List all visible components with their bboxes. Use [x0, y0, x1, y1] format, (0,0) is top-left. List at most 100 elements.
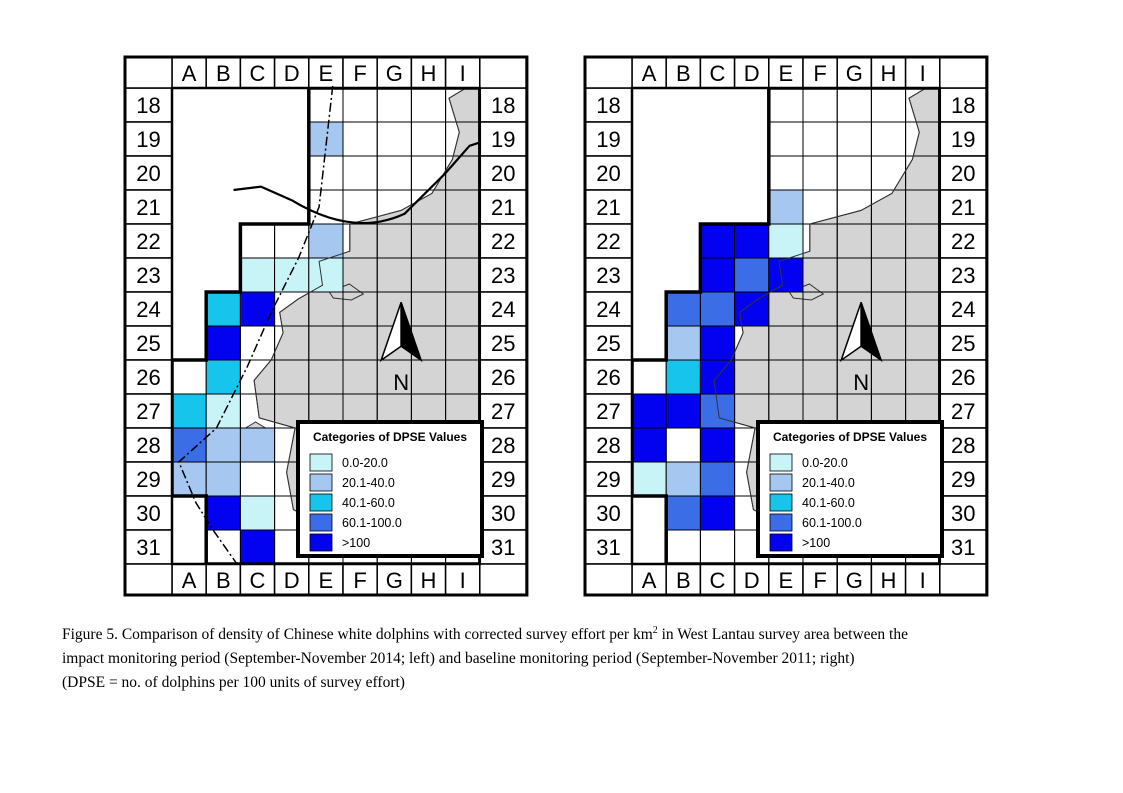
- row-label-right-31: 31: [951, 535, 975, 560]
- col-label-top-g: G: [386, 61, 403, 86]
- grid-cell-b-25: [205, 325, 241, 361]
- row-label-right-28: 28: [951, 433, 975, 458]
- row-label-left-31: 31: [136, 535, 160, 560]
- row-label-cell-right: [939, 155, 988, 191]
- row-label-left-18: 18: [596, 93, 620, 118]
- row-label-cell-right: [939, 87, 988, 123]
- row-label-right-23: 23: [491, 263, 515, 288]
- grid-cell-d-23: [734, 257, 770, 293]
- row-label-left-28: 28: [136, 433, 160, 458]
- row-label-right-30: 30: [951, 501, 975, 526]
- row-label-left-30: 30: [596, 501, 620, 526]
- col-label-bottom-b: B: [676, 568, 691, 593]
- row-label-cell-left: [584, 427, 633, 463]
- col-label-bottom-g: G: [386, 568, 403, 593]
- grid-cell-e-22: [768, 223, 804, 259]
- grid-cell-b-29: [205, 461, 241, 497]
- row-label-right-21: 21: [951, 195, 975, 220]
- col-label-bottom-h: H: [881, 568, 897, 593]
- grid-cell-b-30: [205, 495, 241, 531]
- col-label-top-e: E: [319, 61, 334, 86]
- row-label-right-21: 21: [491, 195, 515, 220]
- col-header-cell: [904, 56, 941, 89]
- legend-label: >100: [802, 536, 830, 550]
- legend-label: 0.0-20.0: [342, 456, 388, 470]
- col-footer-cell: [171, 563, 207, 596]
- legend-swatch: [309, 533, 333, 552]
- corner-cell: [584, 56, 633, 89]
- grid-cell-b-27: [205, 393, 241, 429]
- row-label-right-27: 27: [491, 399, 515, 424]
- legend-swatch: [309, 513, 333, 532]
- corner-cell: [939, 56, 988, 89]
- row-label-left-20: 20: [136, 161, 160, 186]
- legend-swatch: [769, 513, 793, 532]
- col-label-top-b: B: [676, 61, 691, 86]
- grid-cell-b-27: [665, 393, 701, 429]
- row-label-cell-left: [584, 223, 633, 259]
- grid-cell-a-29: [171, 461, 207, 497]
- col-label-top-d: D: [744, 61, 760, 86]
- col-label-bottom-g: G: [846, 568, 863, 593]
- legend-swatch: [769, 473, 793, 492]
- grid-cell-b-24: [665, 291, 701, 327]
- row-label-left-28: 28: [596, 433, 620, 458]
- grid-cell-b-28: [205, 427, 241, 463]
- row-label-cell-right: [479, 427, 528, 463]
- legend-swatch: [769, 453, 793, 472]
- col-label-bottom-c: C: [710, 568, 726, 593]
- col-label-top-b: B: [216, 61, 231, 86]
- grid-cell-c-24: [699, 291, 736, 327]
- row-label-right-23: 23: [951, 263, 975, 288]
- grid-cell-a-29: [631, 461, 667, 497]
- col-footer-cell: [870, 563, 907, 596]
- grid-cell-c-29: [699, 461, 736, 497]
- grid-cell-b-26: [665, 359, 701, 395]
- map-outer-border: [123, 55, 529, 597]
- legend-title: Categories of DPSE Values: [313, 430, 467, 444]
- legend-label: 0.0-20.0: [802, 456, 848, 470]
- legend-swatch: [309, 473, 333, 492]
- col-label-top-a: A: [182, 61, 197, 86]
- map-inner-border: [630, 86, 942, 566]
- grid-cell-c-24: [239, 291, 276, 327]
- col-label-top-i: I: [920, 61, 926, 86]
- grid-cell-c-28: [239, 427, 276, 463]
- row-label-cell-left: [124, 87, 173, 123]
- row-label-left-24: 24: [136, 297, 160, 322]
- grid-cell-c-31: [239, 529, 276, 565]
- col-label-bottom-d: D: [284, 568, 300, 593]
- col-footer-cell: [733, 563, 770, 596]
- grid-cell-c-28: [699, 427, 736, 463]
- row-label-right-22: 22: [491, 229, 515, 254]
- row-label-left-23: 23: [136, 263, 160, 288]
- grid-cell-b-29: [665, 461, 701, 497]
- row-label-cell-right: [479, 155, 528, 191]
- col-label-bottom-b: B: [216, 568, 231, 593]
- col-footer-cell: [239, 563, 276, 596]
- corner-cell: [124, 563, 173, 596]
- grid-cell-c-30: [699, 495, 736, 531]
- row-label-left-19: 19: [596, 127, 620, 152]
- grid-cell-e-23: [308, 257, 344, 293]
- grid-cell-e-21: [768, 189, 804, 225]
- col-label-top-g: G: [846, 61, 863, 86]
- corner-cell: [584, 563, 633, 596]
- row-label-right-25: 25: [951, 331, 975, 356]
- row-label-cell-right: [939, 223, 988, 259]
- corner-cell: [124, 56, 173, 89]
- col-label-top-h: H: [421, 61, 437, 86]
- row-label-left-22: 22: [596, 229, 620, 254]
- legend-swatch: [309, 453, 333, 472]
- row-label-cell-right: [479, 393, 528, 429]
- grid-cell-a-27: [171, 393, 207, 429]
- col-label-bottom-a: A: [642, 568, 657, 593]
- col-label-top-e: E: [779, 61, 794, 86]
- legend-label: 60.1-100.0: [802, 516, 862, 530]
- row-label-right-28: 28: [491, 433, 515, 458]
- row-label-left-24: 24: [596, 297, 620, 322]
- row-label-right-24: 24: [951, 297, 975, 322]
- col-label-bottom-e: E: [319, 568, 334, 593]
- row-label-left-27: 27: [596, 399, 620, 424]
